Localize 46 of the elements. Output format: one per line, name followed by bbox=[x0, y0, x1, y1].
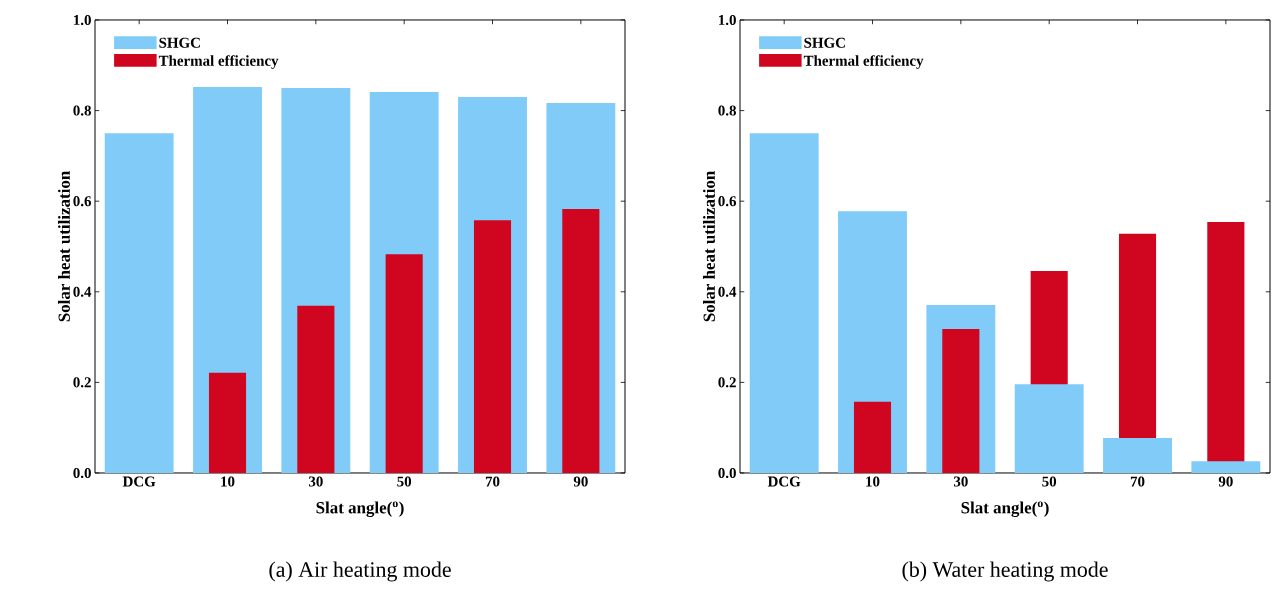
x-tick-label: DCG bbox=[122, 476, 156, 487]
y-tick-label: 0.0 bbox=[73, 467, 91, 479]
bar bbox=[1014, 384, 1084, 473]
x-tick-label: 10 bbox=[221, 476, 235, 487]
y-tick-label: 1.0 bbox=[719, 14, 736, 26]
y-tick-label: 0.0 bbox=[718, 467, 736, 479]
bar bbox=[385, 254, 423, 473]
text: (b) Water heating mode bbox=[902, 561, 1108, 582]
x-tick-label: 30 bbox=[308, 476, 323, 487]
x-tick-label: DCG bbox=[767, 476, 801, 487]
y-axis-title: Solar heat utilization bbox=[58, 171, 70, 322]
y-tick-label: 0.8 bbox=[73, 105, 91, 116]
y-tick-label: 1.0 bbox=[74, 14, 91, 26]
bar bbox=[1191, 461, 1261, 473]
x-axis-title: Slat angle($^{o}$) bbox=[316, 501, 404, 517]
x-tick-label: 10 bbox=[866, 476, 880, 487]
y-tick-label: 0.2 bbox=[73, 377, 91, 388]
x-tick-label: 70 bbox=[485, 476, 500, 487]
x-axis-title: Slat angle($^{o}$) bbox=[961, 501, 1049, 517]
bar bbox=[942, 328, 980, 473]
bar bbox=[473, 220, 512, 473]
x-tick-label: 30 bbox=[953, 476, 968, 487]
x-tick-label: 90 bbox=[1218, 476, 1233, 487]
x-tick-label: 90 bbox=[573, 476, 588, 487]
legend-label: SHGC bbox=[159, 37, 200, 48]
bar bbox=[297, 305, 335, 473]
legend-label: SHGC bbox=[804, 37, 845, 48]
legend-label: Thermal efficiency bbox=[803, 55, 924, 69]
x-tick-label: 50 bbox=[397, 476, 412, 487]
bar bbox=[853, 401, 892, 473]
bar bbox=[104, 133, 174, 473]
y-axis-title: Solar heat utilization bbox=[703, 171, 715, 322]
text: (a) Air heating mode bbox=[269, 561, 451, 582]
bar bbox=[1103, 438, 1172, 473]
legend-label: Thermal efficiency bbox=[158, 55, 279, 69]
bar bbox=[208, 372, 247, 473]
x-tick-label: 70 bbox=[1130, 476, 1145, 487]
y-tick-label: 0.4 bbox=[718, 286, 737, 297]
y-tick-label: 0.6 bbox=[718, 196, 737, 207]
y-tick-label: 0.6 bbox=[73, 196, 92, 207]
y-tick-label: 0.8 bbox=[718, 105, 736, 116]
bar bbox=[562, 208, 600, 473]
y-tick-label: 0.2 bbox=[718, 377, 736, 388]
y-tick-label: 0.4 bbox=[73, 286, 92, 297]
x-tick-label: 50 bbox=[1042, 476, 1057, 487]
bar bbox=[749, 133, 819, 473]
